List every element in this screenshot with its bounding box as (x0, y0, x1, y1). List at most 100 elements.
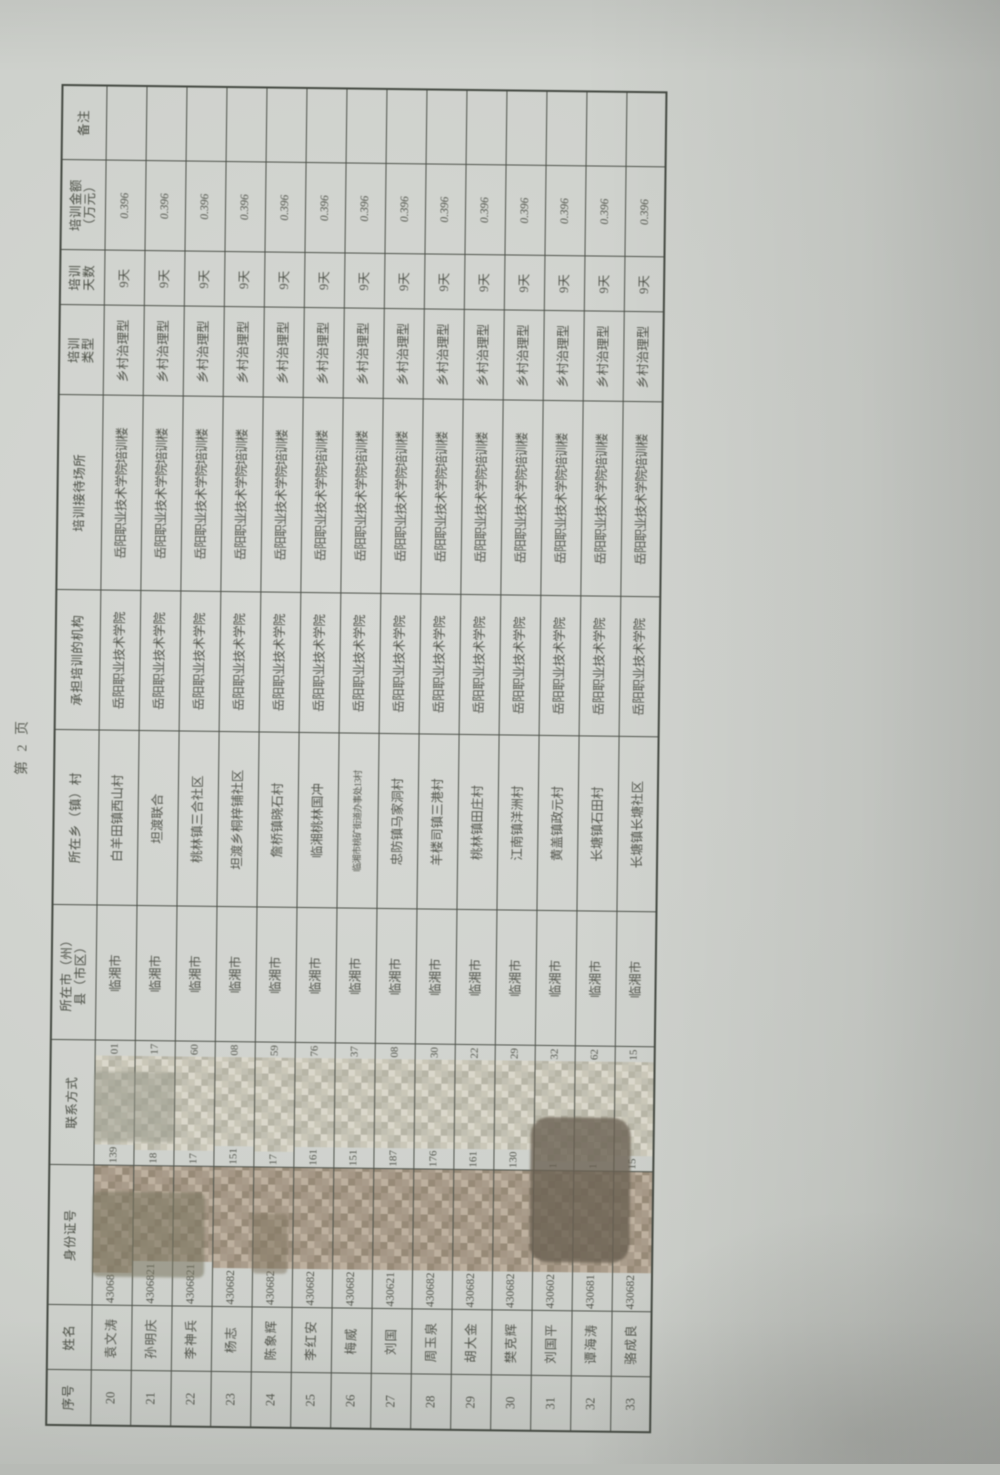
cell-id-number: 430682 (451, 1169, 494, 1311)
cell-name: 刘国 (370, 1308, 412, 1375)
cell-training-days: 9天 (223, 251, 265, 308)
redaction-mosaic (412, 1169, 453, 1271)
cell-city: 临湘市 (174, 906, 217, 1042)
cell-training-days: 9天 (263, 252, 305, 308)
cell-village: 羊楼司镇三港村 (416, 734, 459, 910)
cell-village: 黄盖镇政元村 (536, 735, 579, 912)
cell-training-type: 乡村治理型 (102, 305, 144, 396)
cell-training-org: 岳阳职业技术学院 (178, 591, 221, 732)
cell-training-type: 乡村治理型 (542, 310, 584, 402)
phone-visible-prefix: 161 (307, 1149, 320, 1166)
cell-training-amount: 0.396 (184, 161, 226, 252)
training-amount-value: 0.396 (199, 192, 212, 221)
cell-name: 陈象辉 (250, 1307, 292, 1373)
cell-note (465, 89, 507, 166)
cell-city: 临湘市 (94, 905, 137, 1041)
cell-village: 坦渡乡桐梓铺社区 (216, 731, 259, 908)
column-header-1: 姓名 (46, 1304, 92, 1371)
cell-training-amount: 0.396 (544, 165, 586, 257)
training-amount-value: 0.396 (399, 195, 412, 223)
column-header-2: 身份证号 (47, 1164, 94, 1306)
phone-visible-prefix: 17 (267, 1154, 280, 1166)
cell-village: 白羊田镇西山村 (96, 730, 139, 906)
redaction-mosaic (613, 1062, 654, 1157)
cell-note (385, 88, 427, 165)
cell-training-org: 岳阳职业技术学院 (258, 592, 301, 733)
cell-city: 临湘市 (614, 911, 657, 1048)
cell-serial-number: 32 (570, 1376, 611, 1432)
redaction-mosaic (492, 1170, 533, 1272)
cell-phone: 18 17 (133, 1040, 175, 1167)
id-cell-content: 430682 (452, 1170, 493, 1309)
cell-city: 临湘市 (214, 906, 257, 1043)
cell-training-days: 9天 (463, 254, 505, 311)
redaction-mosaic (533, 1061, 575, 1162)
redaction-mosaic (454, 1060, 495, 1150)
cell-training-days: 9天 (183, 251, 225, 307)
phone-visible-suffix: 37 (348, 1046, 361, 1058)
cell-training-org: 岳阳职业技术学院 (298, 592, 341, 734)
cell-serial-number: 21 (130, 1370, 171, 1427)
redaction-mosaic (372, 1169, 413, 1271)
phone-visible-suffix: 22 (468, 1047, 481, 1059)
cell-training-type: 乡村治理型 (582, 311, 624, 402)
table-body: 序号 姓名 身份证号 联系方式 所在市（州） 县（市区） 所在乡（镇）村 承担培训的机构 培训… (46, 84, 667, 1433)
cell-name: 樊克辉 (490, 1310, 532, 1376)
cell-city: 临湘市 (414, 909, 457, 1045)
id-number-visible-prefix: 430682 (225, 1270, 238, 1305)
phone-cell-content: 17 59 (253, 1043, 295, 1167)
id-cell-content: 430602 (532, 1171, 573, 1310)
cell-training-amount: 0.396 (224, 161, 266, 253)
id-number-visible-prefix: 430682 (624, 1274, 638, 1310)
cell-training-venue: 岳阳职业技术学院培训楼 (180, 396, 223, 592)
phone-visible-suffix: 60 (188, 1044, 201, 1056)
redaction-mosaic (173, 1056, 215, 1152)
cell-note (545, 90, 587, 167)
cell-training-venue: 岳阳职业技术学院培训楼 (300, 397, 343, 594)
cell-phone: 161 22 (453, 1044, 495, 1171)
phone-cell-content: 176 30 (414, 1045, 455, 1169)
id-number-visible-prefix: 4306821 (185, 1263, 198, 1305)
cell-note (345, 88, 387, 164)
cell-training-org: 岳阳职业技术学院 (378, 593, 421, 735)
cell-id-number: 430682 (251, 1167, 294, 1308)
cell-training-venue: 岳阳职业技术学院培训楼 (500, 400, 543, 596)
phone-cell-content: 151 08 (214, 1042, 255, 1166)
phone-visible-prefix: 1 (546, 1162, 560, 1169)
training-amount-value: 0.396 (239, 193, 252, 221)
cell-training-venue: 岳阳职业技术学院培训楼 (260, 397, 303, 593)
phone-visible-suffix: 59 (268, 1045, 281, 1057)
cell-training-amount: 0.396 (464, 164, 506, 256)
cell-training-amount: 0.396 (424, 164, 466, 255)
id-cell-content: 430682 (492, 1170, 533, 1310)
cell-id-number: 4306821 (171, 1166, 214, 1307)
redaction-mosaic (294, 1058, 335, 1148)
training-amount-value: 0.396 (638, 198, 652, 226)
id-cell-content: 430682 (212, 1167, 253, 1306)
cell-city: 临湘市 (574, 911, 617, 1047)
cell-training-venue: 岳阳职业技术学院培训楼 (340, 398, 383, 594)
cell-phone: 1 62 (573, 1046, 615, 1172)
cell-village: 江南镇洋洲村 (496, 735, 539, 911)
redaction-mosaic (334, 1058, 375, 1148)
cell-city: 临湘市 (134, 905, 177, 1042)
column-header-11: 备注 (61, 84, 107, 161)
id-cell-content: 430682 (252, 1167, 293, 1307)
cell-note (265, 87, 307, 163)
column-header-8: 培训 类型 (58, 304, 104, 396)
cell-phone: 15 15 (613, 1046, 655, 1173)
cell-serial-number: 27 (370, 1373, 411, 1430)
id-number-visible-prefix: 430682 (464, 1272, 478, 1308)
cell-name: 周玉泉 (410, 1309, 452, 1375)
cell-name: 袁文涛 (90, 1305, 132, 1371)
column-header-3: 联系方式 (49, 1039, 95, 1166)
cell-training-org: 岳阳职业技术学院 (538, 595, 581, 737)
training-amount-value: 0.396 (479, 196, 492, 224)
redaction-mosaic (132, 1166, 173, 1262)
cell-phone: 139 01 (93, 1040, 135, 1166)
cell-serial-number: 25 (290, 1372, 331, 1429)
cell-training-days: 9天 (343, 253, 385, 309)
cell-name: 孙明庆 (130, 1305, 172, 1372)
cell-id-number: 430681 (571, 1171, 614, 1312)
